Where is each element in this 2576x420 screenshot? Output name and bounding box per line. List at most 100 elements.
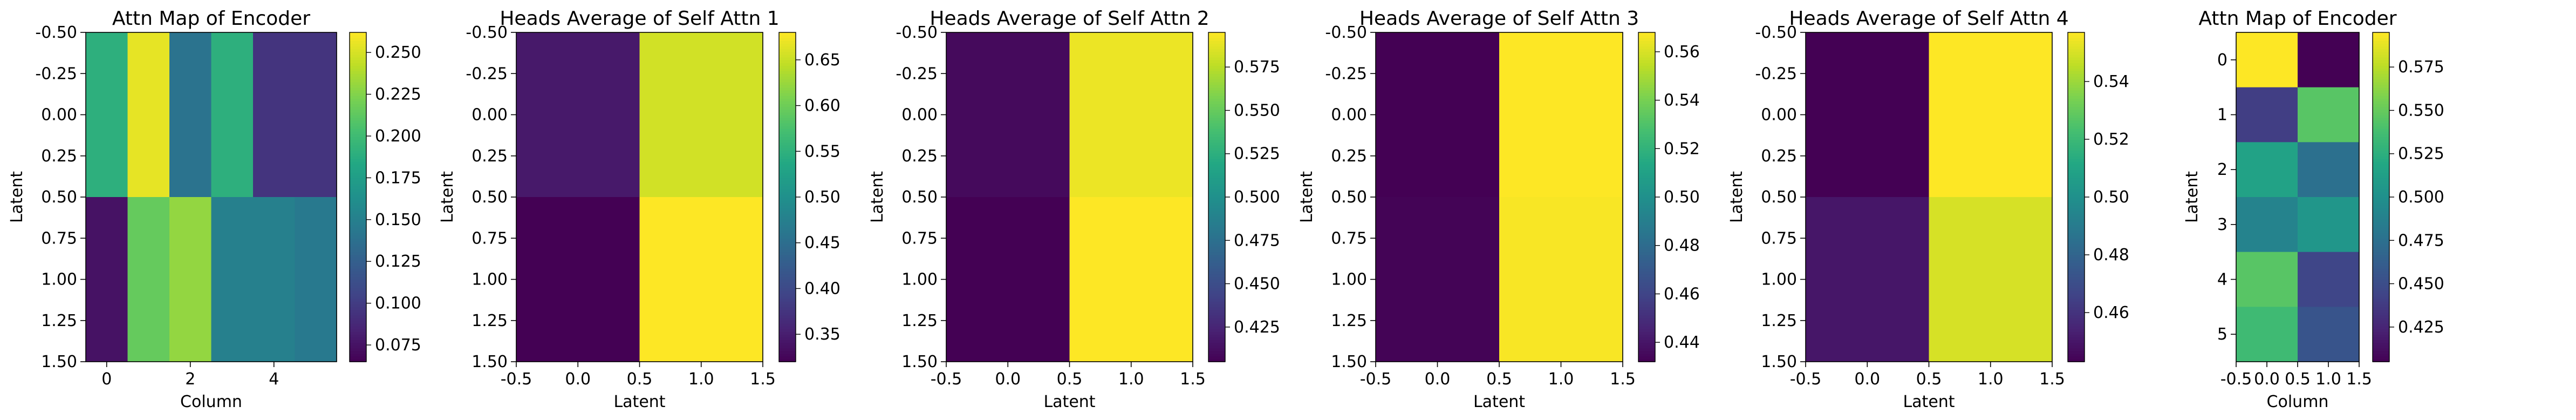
colorbar-segment bbox=[2068, 123, 2085, 126]
colorbar-segment bbox=[2373, 304, 2389, 308]
y-tick-label: 1 bbox=[2217, 106, 2227, 125]
colorbar-segment bbox=[2373, 54, 2389, 58]
colorbar-segment bbox=[1208, 172, 1225, 176]
colorbar-segment bbox=[779, 92, 796, 96]
colorbar-segment bbox=[2068, 92, 2085, 96]
colorbar-segment bbox=[1638, 175, 1655, 179]
heatmap-cell bbox=[295, 197, 337, 362]
y-tick-label: 0.25 bbox=[1761, 147, 1797, 166]
colorbar-segment bbox=[2373, 301, 2389, 305]
colorbar-segment bbox=[1208, 260, 1225, 263]
colorbar-segment bbox=[2373, 230, 2389, 233]
colorbar-segment bbox=[350, 301, 366, 305]
heatmap-cell bbox=[127, 32, 170, 198]
colorbar-segment bbox=[350, 249, 366, 253]
colorbar-segment bbox=[1638, 312, 1655, 316]
colorbar-segment bbox=[2373, 263, 2389, 266]
colorbar-segment bbox=[2068, 243, 2085, 247]
colorbar-segment bbox=[2373, 178, 2389, 181]
x-tick-label: 1.0 bbox=[688, 370, 714, 389]
colorbar-segment bbox=[2373, 40, 2389, 44]
colorbar-segment bbox=[1638, 59, 1655, 63]
x-tick-label: 1.5 bbox=[1180, 370, 1206, 389]
chart-title: Heads Average of Self Attn 2 bbox=[930, 8, 1209, 30]
colorbar-segment bbox=[779, 139, 796, 143]
colorbar-segment bbox=[779, 266, 796, 269]
colorbar-segment bbox=[779, 112, 796, 116]
colorbar-segment bbox=[2373, 164, 2389, 167]
colorbar-segment bbox=[350, 92, 366, 96]
colorbar-segment bbox=[1638, 35, 1655, 38]
colorbar-segment bbox=[779, 216, 796, 220]
colorbar-segment bbox=[1208, 90, 1225, 93]
colorbar-segment bbox=[2373, 282, 2389, 286]
colorbar-segment bbox=[350, 158, 366, 162]
colorbar-segment bbox=[1208, 219, 1225, 222]
heatmap-cell bbox=[1376, 32, 1500, 198]
colorbar-segment bbox=[350, 82, 366, 85]
colorbar-segment bbox=[779, 125, 796, 129]
colorbar-segment bbox=[350, 350, 366, 354]
colorbar-segment bbox=[779, 279, 796, 283]
colorbar-segment bbox=[1208, 145, 1225, 148]
colorbar-segment bbox=[779, 49, 796, 52]
colorbar-segment bbox=[1638, 293, 1655, 296]
colorbar-segment bbox=[1638, 287, 1655, 291]
colorbar-segment bbox=[350, 98, 366, 101]
chart-title: Heads Average of Self Attn 3 bbox=[1359, 8, 1639, 30]
colorbar-segment bbox=[350, 125, 366, 129]
colorbar-segment bbox=[1638, 202, 1655, 206]
x-tick-label: -0.5 bbox=[1790, 370, 1822, 389]
colorbar-segment bbox=[779, 155, 796, 159]
colorbar-segment bbox=[779, 304, 796, 308]
colorbar-segment bbox=[1638, 131, 1655, 134]
colorbar-segment bbox=[1208, 32, 1225, 36]
colorbar-segment bbox=[1638, 150, 1655, 154]
x-tick-label: 0.0 bbox=[995, 370, 1021, 389]
heatmap-cell bbox=[211, 32, 254, 198]
colorbar-segment bbox=[2373, 211, 2389, 214]
colorbar-segment bbox=[2068, 40, 2085, 44]
colorbar-segment bbox=[2068, 84, 2085, 88]
colorbar-segment bbox=[779, 82, 796, 85]
colorbar-segment bbox=[1208, 208, 1225, 212]
colorbar-segment bbox=[2373, 358, 2389, 362]
colorbar-segment bbox=[350, 260, 366, 263]
y-tick-label: 1.00 bbox=[1331, 270, 1367, 289]
y-tick-label: 4 bbox=[2217, 270, 2227, 289]
colorbar-segment bbox=[2068, 153, 2085, 157]
colorbar-segment bbox=[779, 200, 796, 203]
colorbar-segment bbox=[350, 227, 366, 231]
colorbar-segment bbox=[1638, 62, 1655, 66]
colorbar-segment bbox=[1208, 350, 1225, 354]
colorbar-segment bbox=[1638, 76, 1655, 80]
colorbar-tick-label: 0.150 bbox=[375, 211, 421, 229]
colorbar-tick-label: 0.50 bbox=[804, 188, 841, 207]
colorbar-segment bbox=[350, 254, 366, 258]
colorbar-segment bbox=[2373, 180, 2389, 184]
colorbar-segment bbox=[2068, 287, 2085, 291]
colorbar-segment bbox=[2068, 238, 2085, 242]
colorbar-segment bbox=[2068, 139, 2085, 143]
colorbar-segment bbox=[1638, 350, 1655, 354]
colorbar-segment bbox=[2373, 246, 2389, 250]
y-tick-label: 1.50 bbox=[472, 353, 508, 371]
colorbar-segment bbox=[1638, 233, 1655, 236]
colorbar-segment bbox=[2068, 202, 2085, 206]
colorbar-segment bbox=[2068, 194, 2085, 198]
colorbar-segment bbox=[350, 315, 366, 319]
colorbar-segment bbox=[2068, 260, 2085, 263]
y-tick-label: -0.50 bbox=[1755, 23, 1797, 42]
colorbar-segment bbox=[1638, 51, 1655, 55]
colorbar-segment bbox=[779, 260, 796, 263]
colorbar-segment bbox=[350, 170, 366, 173]
colorbar-segment bbox=[1208, 46, 1225, 50]
colorbar-segment bbox=[1638, 68, 1655, 71]
colorbar-segment bbox=[350, 71, 366, 74]
colorbar-segment bbox=[1208, 106, 1225, 110]
y-tick-label: 1.00 bbox=[901, 270, 938, 289]
colorbar-segment bbox=[779, 188, 796, 192]
colorbar-segment bbox=[1638, 82, 1655, 85]
x-tick-label: 1.5 bbox=[1610, 370, 1636, 389]
colorbar-segment bbox=[1638, 260, 1655, 263]
